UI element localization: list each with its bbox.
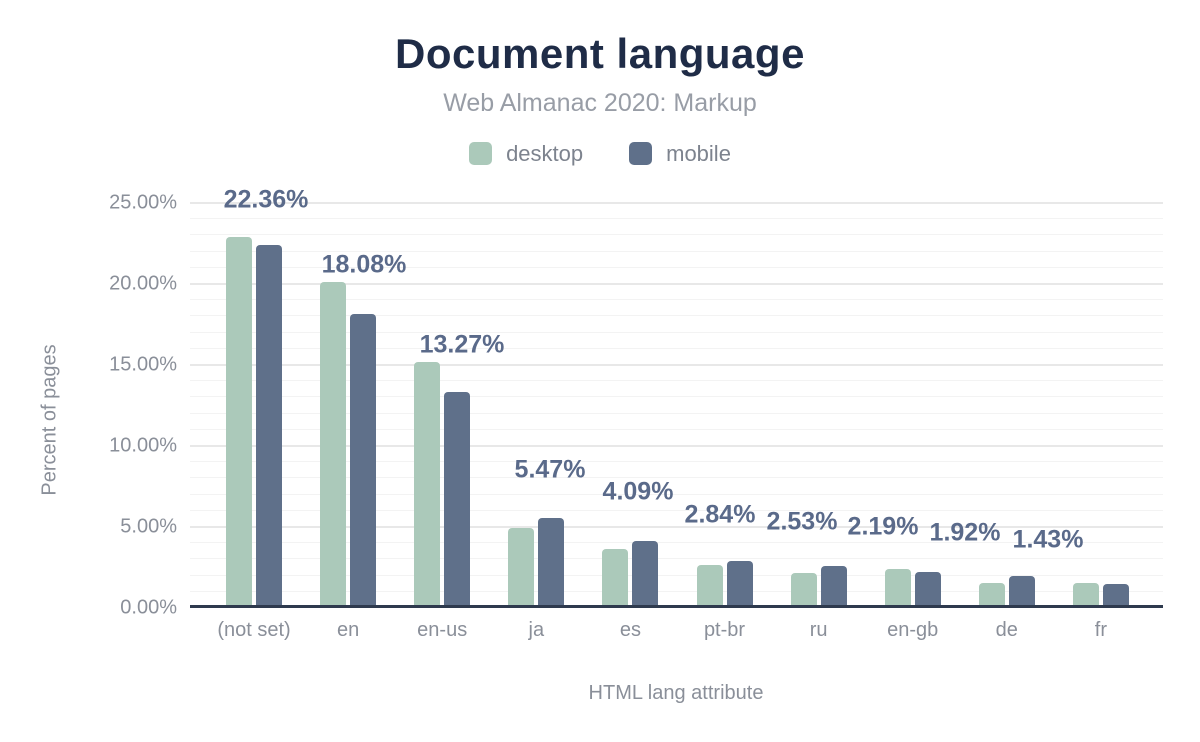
minor-gridline-7 bbox=[190, 493, 1163, 495]
y-tick-25.00%: 25.00% bbox=[109, 191, 177, 214]
x-tick-de: de bbox=[995, 619, 1018, 641]
minor-gridline-24 bbox=[190, 218, 1163, 220]
minor-gridline-12 bbox=[190, 412, 1163, 414]
major-gridline-15 bbox=[190, 364, 1163, 366]
legend-swatch-desktop bbox=[469, 142, 493, 165]
minor-gridline-13 bbox=[190, 396, 1163, 398]
value-label-(not set): 22.36% bbox=[223, 185, 309, 214]
y-tick-0.00%: 0.00% bbox=[120, 596, 177, 619]
x-tick-(not set): (not set) bbox=[217, 619, 291, 641]
legend: desktop mobile bbox=[0, 142, 1200, 165]
legend-item-desktop: desktop bbox=[469, 142, 583, 165]
minor-gridline-14 bbox=[190, 380, 1163, 382]
bar-desktop-de[interactable] bbox=[978, 582, 1005, 607]
legend-item-mobile: mobile bbox=[629, 142, 731, 165]
value-label-ru: 2.53% bbox=[766, 507, 838, 536]
chart-title: Document language bbox=[395, 30, 805, 77]
value-label-en: 18.08% bbox=[321, 250, 407, 279]
minor-gridline-6 bbox=[190, 509, 1163, 511]
y-tick-5.00%: 5.00% bbox=[120, 515, 177, 538]
bar-desktop-fr[interactable] bbox=[1072, 582, 1099, 607]
minor-gridline-16 bbox=[190, 347, 1163, 349]
x-tick-ja: ja bbox=[528, 619, 545, 641]
value-label-es: 4.09% bbox=[602, 477, 674, 506]
bar-mobile-ru[interactable] bbox=[820, 566, 847, 607]
bar-desktop-en[interactable] bbox=[320, 281, 347, 607]
value-label-de: 1.92% bbox=[929, 518, 1001, 547]
chart-subtitle: Web Almanac 2020: Markup bbox=[443, 89, 757, 117]
minor-gridline-23 bbox=[190, 234, 1163, 236]
x-axis-title: HTML lang attribute bbox=[588, 682, 764, 704]
bar-mobile-en-gb[interactable] bbox=[914, 571, 941, 607]
minor-gridline-1 bbox=[190, 590, 1163, 592]
bar-desktop-en-gb[interactable] bbox=[884, 568, 911, 607]
major-gridline-5 bbox=[190, 526, 1163, 528]
minor-gridline-22 bbox=[190, 250, 1163, 252]
bar-desktop-ja[interactable] bbox=[508, 527, 535, 607]
minor-gridline-21 bbox=[190, 266, 1163, 268]
y-tick-10.00%: 10.00% bbox=[109, 434, 177, 457]
minor-gridline-3 bbox=[190, 558, 1163, 560]
bar-mobile-en[interactable] bbox=[350, 314, 377, 607]
bar-mobile-es[interactable] bbox=[632, 540, 659, 607]
major-gridline-25 bbox=[190, 202, 1163, 204]
minor-gridline-19 bbox=[190, 299, 1163, 301]
x-axis-line bbox=[190, 605, 1163, 608]
x-tick-pt-br: pt-br bbox=[703, 619, 746, 641]
y-axis-title: Percent of pages bbox=[38, 344, 61, 496]
bar-desktop-ru[interactable] bbox=[790, 572, 817, 607]
major-gridline-20 bbox=[190, 283, 1163, 285]
value-label-ja: 5.47% bbox=[514, 455, 586, 484]
bar-mobile-ja[interactable] bbox=[538, 518, 565, 607]
x-tick-en-gb: en-gb bbox=[887, 619, 939, 641]
minor-gridline-8 bbox=[190, 477, 1163, 479]
bar-desktop-pt-br[interactable] bbox=[696, 565, 723, 607]
bar-desktop-en-us[interactable] bbox=[414, 362, 441, 607]
legend-label-mobile: mobile bbox=[666, 141, 731, 166]
minor-gridline-11 bbox=[190, 428, 1163, 430]
value-label-en-us: 13.27% bbox=[419, 330, 505, 359]
bar-mobile-fr[interactable] bbox=[1102, 583, 1129, 607]
major-gridline-10 bbox=[190, 445, 1163, 447]
bar-mobile-(not set)[interactable] bbox=[256, 244, 282, 607]
x-tick-en-us: en-us bbox=[417, 619, 468, 641]
legend-swatch-mobile bbox=[629, 142, 653, 165]
value-label-en-gb: 2.19% bbox=[847, 512, 919, 541]
x-tick-fr: fr bbox=[1094, 619, 1107, 641]
x-tick-ru: ru bbox=[809, 619, 828, 641]
minor-gridline-17 bbox=[190, 331, 1163, 333]
value-label-fr: 1.43% bbox=[1012, 525, 1084, 554]
value-label-pt-br: 2.84% bbox=[684, 500, 756, 529]
x-tick-en: en bbox=[336, 619, 360, 641]
bar-mobile-pt-br[interactable] bbox=[726, 560, 753, 607]
bar-desktop-(not set)[interactable] bbox=[226, 237, 252, 607]
y-tick-15.00%: 15.00% bbox=[109, 353, 177, 376]
bar-desktop-es[interactable] bbox=[602, 548, 629, 607]
y-tick-20.00%: 20.00% bbox=[109, 272, 177, 295]
bar-mobile-de[interactable] bbox=[1008, 575, 1035, 607]
legend-label-desktop: desktop bbox=[506, 141, 584, 166]
x-tick-es: es bbox=[619, 619, 641, 641]
minor-gridline-18 bbox=[190, 315, 1163, 317]
minor-gridline-2 bbox=[190, 574, 1163, 576]
minor-gridline-9 bbox=[190, 461, 1163, 463]
minor-gridline-4 bbox=[190, 542, 1163, 544]
bar-mobile-en-us[interactable] bbox=[444, 392, 471, 607]
